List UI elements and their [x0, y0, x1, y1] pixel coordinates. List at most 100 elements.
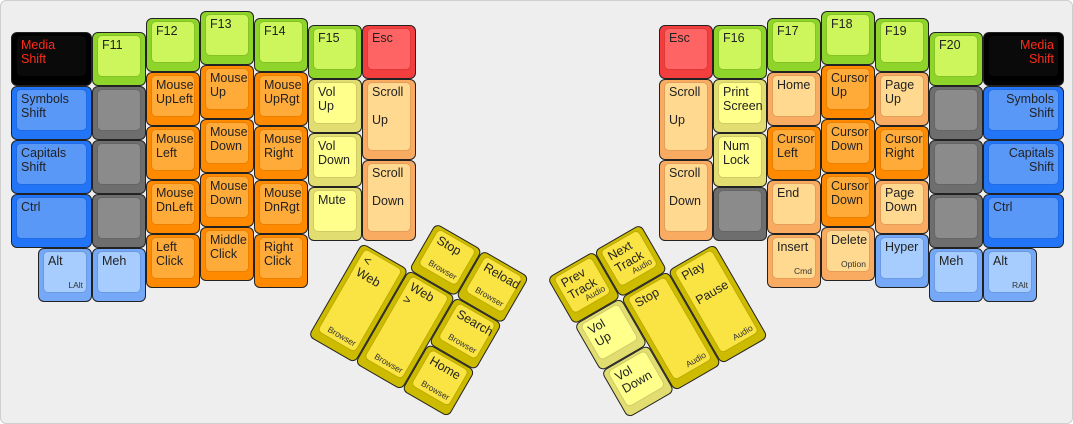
- left-key-mouse-right[interactable]: Mouse Right: [254, 126, 308, 180]
- keycap-top: [98, 144, 140, 184]
- left-key-alt[interactable]: Alt LAlt: [38, 248, 92, 302]
- right-key-cursor-down[interactable]: Cursor Down: [821, 119, 875, 173]
- right-key-symbols-shift[interactable]: Symbols Shift: [983, 86, 1064, 140]
- right-key-f16[interactable]: F16: [713, 25, 767, 79]
- left-key-mouse-left[interactable]: Mouse Left: [146, 126, 200, 180]
- left-key-mouse-uprgt[interactable]: Mouse UpRgt: [254, 72, 308, 126]
- right-key-blank3[interactable]: [929, 194, 983, 248]
- right-key-alt[interactable]: Alt RAlt: [983, 248, 1037, 302]
- key-label: Mouse Down: [210, 179, 248, 207]
- left-key-blank3[interactable]: [92, 194, 146, 248]
- key-label: Stop: [434, 233, 464, 259]
- key-label: Delete: [831, 233, 868, 247]
- right-key-f19[interactable]: F19: [875, 18, 929, 72]
- keycap-top: F17: [773, 22, 815, 62]
- left-key-capitals-shift[interactable]: Capitals Shift: [11, 140, 92, 194]
- left-key-mouse-upleft[interactable]: Mouse UpLeft: [146, 72, 200, 126]
- keycap-top: Cursor Up: [827, 69, 869, 109]
- key-sublabel: LAlt: [68, 280, 83, 290]
- left-key-mouse-down2[interactable]: Mouse Down: [200, 173, 254, 227]
- left-key-symbols-shift[interactable]: Symbols Shift: [11, 86, 92, 140]
- key-label: Mute: [318, 193, 346, 207]
- left-key-meh[interactable]: Meh: [92, 248, 146, 302]
- left-key-media-shift[interactable]: Media Shift: [11, 32, 92, 86]
- right-key-ctrl[interactable]: Ctrl: [983, 194, 1064, 248]
- right-key-end[interactable]: End: [767, 180, 821, 234]
- key-label: Alt: [993, 254, 1008, 268]
- right-key-f17[interactable]: F17: [767, 18, 821, 72]
- left-key-f12[interactable]: F12: [146, 18, 200, 72]
- key-label: Symbols Shift: [21, 92, 69, 120]
- key-sublabel: Browser: [473, 284, 506, 309]
- key-label: Mouse UpRgt: [264, 78, 302, 106]
- keycap-top: Cursor Left: [773, 130, 815, 170]
- right-key-page-up[interactable]: Page Up: [875, 72, 929, 126]
- left-key-left-click[interactable]: Left Click: [146, 234, 200, 288]
- right-key-meh[interactable]: Meh: [929, 248, 983, 302]
- left-key-esc[interactable]: Esc: [362, 25, 416, 79]
- key-label: Print Screen: [723, 85, 763, 113]
- left-key-scroll-down[interactable]: Scroll Down: [362, 160, 416, 241]
- key-label: Ctrl: [993, 200, 1013, 214]
- left-key-mouse-dnrgt[interactable]: Mouse DnRgt: [254, 180, 308, 234]
- right-key-media-shift[interactable]: Media Shift: [983, 32, 1064, 86]
- keycap-top: Scroll Down: [665, 164, 707, 231]
- key-label: Middle Click: [210, 233, 247, 261]
- right-key-home[interactable]: Home: [767, 72, 821, 126]
- left-key-f11[interactable]: F11: [92, 32, 146, 86]
- keycap-top: Media Shift: [17, 36, 86, 76]
- left-key-mouse-dnleft[interactable]: Mouse DnLeft: [146, 180, 200, 234]
- right-key-scroll-down[interactable]: Scroll Down: [659, 160, 713, 241]
- key-label: Play Pause: [679, 258, 731, 308]
- right-key-delete[interactable]: Delete Option: [821, 227, 875, 281]
- left-key-scroll-up[interactable]: Scroll Up: [362, 79, 416, 160]
- right-key-scroll-up[interactable]: Scroll Up: [659, 79, 713, 160]
- keycap-top: Mouse Right: [260, 130, 302, 170]
- left-key-right-click[interactable]: Right Click: [254, 234, 308, 288]
- right-key-cursor-down2[interactable]: Cursor Down: [821, 173, 875, 227]
- left-key-middle-click[interactable]: Middle Click: [200, 227, 254, 281]
- key-label: F17: [777, 24, 799, 38]
- key-label: F11: [102, 38, 123, 52]
- left-key-blank1[interactable]: [92, 86, 146, 140]
- key-label: F13: [210, 17, 232, 31]
- right-key-blank0[interactable]: [713, 187, 767, 241]
- right-key-capitals-shift[interactable]: Capitals Shift: [983, 140, 1064, 194]
- key-label: Mouse Left: [156, 132, 194, 160]
- right-key-num-lock[interactable]: Num Lock: [713, 133, 767, 187]
- left-key-mouse-down[interactable]: Mouse Down: [200, 119, 254, 173]
- right-key-f20[interactable]: F20: [929, 32, 983, 86]
- left-key-ctrl[interactable]: Ctrl: [11, 194, 92, 248]
- key-label: Meh: [102, 254, 127, 268]
- keycap-top: Vol Up: [314, 83, 356, 123]
- right-key-cursor-left[interactable]: Cursor Left: [767, 126, 821, 180]
- keycap-top: F11: [98, 36, 140, 76]
- right-key-cursor-up[interactable]: Cursor Up: [821, 65, 875, 119]
- key-label: Scroll Up: [372, 85, 404, 127]
- left-key-f13[interactable]: F13: [200, 11, 254, 65]
- keycap-top: Capitals Shift: [989, 144, 1058, 184]
- right-key-esc[interactable]: Esc: [659, 25, 713, 79]
- right-key-insert[interactable]: Insert Cmd: [767, 234, 821, 288]
- left-key-mouse-up[interactable]: Mouse Up: [200, 65, 254, 119]
- key-label: F15: [318, 31, 340, 45]
- left-key-vol-up[interactable]: Vol Up: [308, 79, 362, 133]
- left-key-f14[interactable]: F14: [254, 18, 308, 72]
- keycap-top: Home: [773, 76, 815, 116]
- left-key-blank2[interactable]: [92, 140, 146, 194]
- key-sublabel: Browser: [419, 378, 452, 403]
- right-key-blank2[interactable]: [929, 140, 983, 194]
- left-key-f15[interactable]: F15: [308, 25, 362, 79]
- keycap-top: Scroll Up: [665, 83, 707, 150]
- right-key-cursor-right[interactable]: Cursor Right: [875, 126, 929, 180]
- right-key-blank1[interactable]: [929, 86, 983, 140]
- right-key-page-down[interactable]: Page Down: [875, 180, 929, 234]
- keycap-top: Alt LAlt: [44, 252, 86, 292]
- keycap-top: Middle Click: [206, 231, 248, 271]
- left-key-mute[interactable]: Mute: [308, 187, 362, 241]
- left-key-vol-down[interactable]: Vol Down: [308, 133, 362, 187]
- right-key-hyper[interactable]: Hyper: [875, 234, 929, 288]
- key-sublabel: Browser: [325, 324, 358, 349]
- right-key-f18[interactable]: F18: [821, 11, 875, 65]
- right-key-print-screen[interactable]: Print Screen: [713, 79, 767, 133]
